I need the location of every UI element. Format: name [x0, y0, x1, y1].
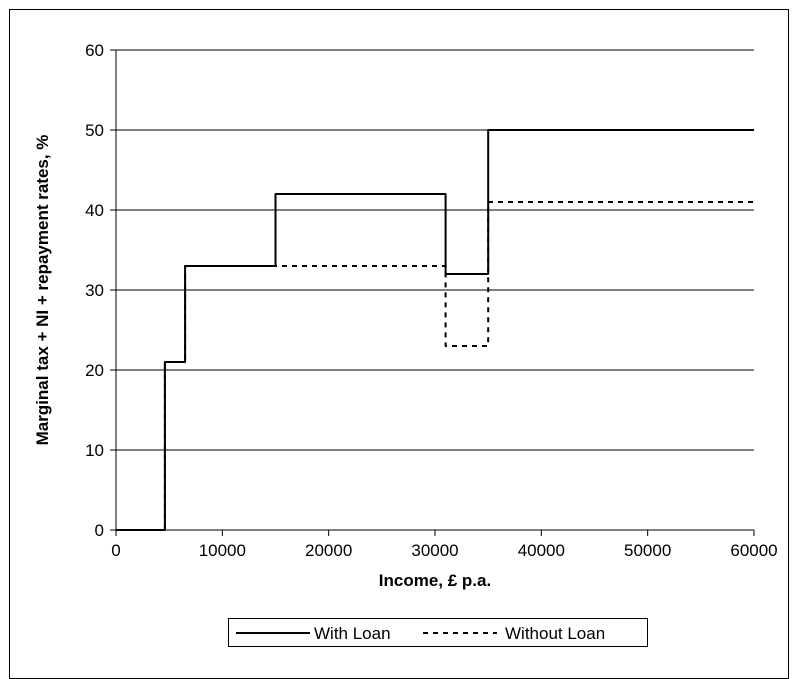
y-tick-label-20: 20: [85, 361, 104, 380]
y-tick-label-50: 50: [85, 121, 104, 140]
y-ticks: 0 10 20 30 40 50 60: [85, 41, 116, 540]
x-axis-label: Income, £ p.a.: [379, 571, 491, 590]
x-tick-label-60000: 60000: [730, 541, 777, 560]
y-tick-label-0: 0: [95, 521, 104, 540]
series-line-without-loan: [116, 201, 754, 531]
legend-label-without-loan: Without Loan: [505, 624, 605, 643]
series-lines: [116, 129, 754, 531]
gridlines: [116, 49, 754, 451]
y-tick-label-60: 60: [85, 41, 104, 60]
x-tick-label-30000: 30000: [411, 541, 458, 560]
legend-label-with-loan: With Loan: [314, 624, 391, 643]
x-tick-label-0: 0: [111, 541, 120, 560]
legend: With Loan Without Loan: [228, 618, 648, 647]
x-tick-label-40000: 40000: [518, 541, 565, 560]
x-tick-label-50000: 50000: [624, 541, 671, 560]
y-tick-label-10: 10: [85, 441, 104, 460]
y-axis-label: Marginal tax + NI + repayment rates, %: [33, 135, 52, 446]
y-tick-label-40: 40: [85, 201, 104, 220]
x-ticks: 0 10000 20000 30000 40000 50000 60000: [111, 530, 778, 560]
x-tick-label-20000: 20000: [305, 541, 352, 560]
chart-frame: [9, 9, 789, 679]
x-tick-label-10000: 10000: [199, 541, 246, 560]
y-tick-label-30: 30: [85, 281, 104, 300]
